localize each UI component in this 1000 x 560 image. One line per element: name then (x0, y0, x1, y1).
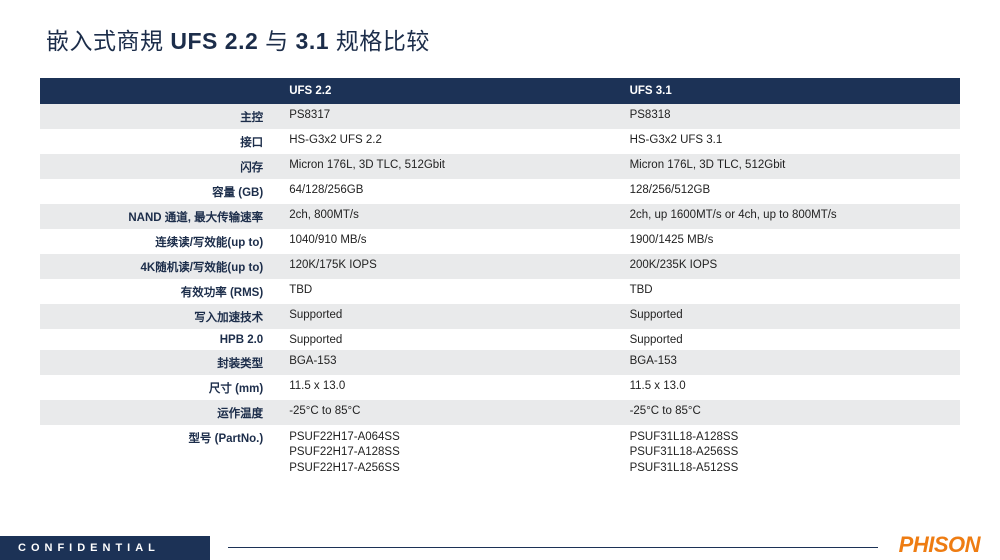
row-value-ufs22: Supported (279, 304, 619, 329)
row-value-ufs22: PSUF22H17-A064SS PSUF22H17-A128SS PSUF22… (279, 425, 619, 481)
row-value-ufs22: 2ch, 800MT/s (279, 204, 619, 229)
row-value-ufs22: BGA-153 (279, 350, 619, 375)
title-bold2: 3.1 (296, 28, 329, 54)
row-value-ufs22: Micron 176L, 3D TLC, 512Gbit (279, 154, 619, 179)
row-label: 尺寸 (mm) (40, 375, 279, 400)
table-row: 闪存Micron 176L, 3D TLC, 512GbitMicron 176… (40, 154, 960, 179)
table-row: NAND 通道, 最大传输速率2ch, 800MT/s2ch, up 1600M… (40, 204, 960, 229)
title-prefix: 嵌入式商規 (46, 28, 170, 54)
table-header-blank (40, 78, 279, 104)
row-value-ufs31: 2ch, up 1600MT/s or 4ch, up to 800MT/s (620, 204, 960, 229)
row-label: 写入加速技术 (40, 304, 279, 329)
row-value-ufs31: Micron 176L, 3D TLC, 512Gbit (620, 154, 960, 179)
row-value-ufs22: TBD (279, 279, 619, 304)
row-label: 连续读/写效能(up to) (40, 229, 279, 254)
table-row: 容量 (GB)64/128/256GB128/256/512GB (40, 179, 960, 204)
row-value-ufs31: PS8318 (620, 104, 960, 129)
table-row: 有效功率 (RMS)TBDTBD (40, 279, 960, 304)
row-label: 接口 (40, 129, 279, 154)
row-label: 主控 (40, 104, 279, 129)
footer: CONFIDENTIAL PHISON (0, 526, 1000, 560)
table-row: 主控PS8317PS8318 (40, 104, 960, 129)
title-suffix: 规格比较 (329, 28, 430, 54)
row-value-ufs31: Supported (620, 304, 960, 329)
table-row: 封装类型BGA-153BGA-153 (40, 350, 960, 375)
row-value-ufs22: PS8317 (279, 104, 619, 129)
row-value-ufs22: 64/128/256GB (279, 179, 619, 204)
brand-logo: PHISON (899, 532, 980, 558)
row-label: HPB 2.0 (40, 329, 279, 350)
table-row: 尺寸 (mm)11.5 x 13.011.5 x 13.0 (40, 375, 960, 400)
page-title: 嵌入式商規 UFS 2.2 与 3.1 规格比较 (0, 0, 1000, 56)
table-row: 型号 (PartNo.)PSUF22H17-A064SS PSUF22H17-A… (40, 425, 960, 481)
row-value-ufs31: 200K/235K IOPS (620, 254, 960, 279)
row-value-ufs22: 120K/175K IOPS (279, 254, 619, 279)
row-value-ufs22: -25°C to 85°C (279, 400, 619, 425)
row-label: 有效功率 (RMS) (40, 279, 279, 304)
row-value-ufs22: Supported (279, 329, 619, 350)
table-header-ufs22: UFS 2.2 (279, 78, 619, 104)
row-label: NAND 通道, 最大传输速率 (40, 204, 279, 229)
row-label: 容量 (GB) (40, 179, 279, 204)
table-row: 写入加速技术SupportedSupported (40, 304, 960, 329)
spec-table: UFS 2.2 UFS 3.1 主控PS8317PS8318接口HS-G3x2 … (40, 78, 960, 481)
row-value-ufs31: PSUF31L18-A128SS PSUF31L18-A256SS PSUF31… (620, 425, 960, 481)
spec-table-body: 主控PS8317PS8318接口HS-G3x2 UFS 2.2HS-G3x2 U… (40, 104, 960, 481)
row-label: 型号 (PartNo.) (40, 425, 279, 481)
row-label: 4K随机读/写效能(up to) (40, 254, 279, 279)
row-value-ufs31: Supported (620, 329, 960, 350)
table-row: 4K随机读/写效能(up to)120K/175K IOPS200K/235K … (40, 254, 960, 279)
row-value-ufs31: 1900/1425 MB/s (620, 229, 960, 254)
row-label: 封装类型 (40, 350, 279, 375)
table-row: HPB 2.0SupportedSupported (40, 329, 960, 350)
row-value-ufs31: 11.5 x 13.0 (620, 375, 960, 400)
row-value-ufs22: HS-G3x2 UFS 2.2 (279, 129, 619, 154)
table-row: 连续读/写效能(up to)1040/910 MB/s1900/1425 MB/… (40, 229, 960, 254)
footer-divider (228, 547, 878, 548)
row-value-ufs31: 128/256/512GB (620, 179, 960, 204)
row-label: 运作温度 (40, 400, 279, 425)
row-value-ufs22: 1040/910 MB/s (279, 229, 619, 254)
title-mid: 与 (258, 28, 295, 54)
row-value-ufs31: BGA-153 (620, 350, 960, 375)
row-value-ufs31: HS-G3x2 UFS 3.1 (620, 129, 960, 154)
row-label: 闪存 (40, 154, 279, 179)
row-value-ufs31: TBD (620, 279, 960, 304)
table-row: 运作温度-25°C to 85°C-25°C to 85°C (40, 400, 960, 425)
row-value-ufs22: 11.5 x 13.0 (279, 375, 619, 400)
confidential-badge: CONFIDENTIAL (0, 536, 210, 560)
row-value-ufs31: -25°C to 85°C (620, 400, 960, 425)
table-header-ufs31: UFS 3.1 (620, 78, 960, 104)
title-bold1: UFS 2.2 (170, 28, 258, 54)
table-row: 接口HS-G3x2 UFS 2.2HS-G3x2 UFS 3.1 (40, 129, 960, 154)
